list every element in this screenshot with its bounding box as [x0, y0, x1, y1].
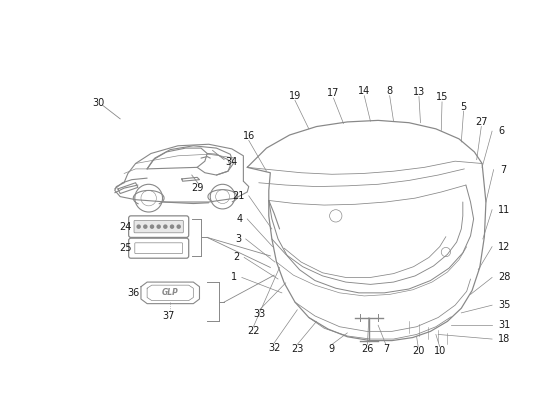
Text: 28: 28 — [498, 272, 510, 282]
Text: 31: 31 — [498, 320, 510, 330]
Text: 34: 34 — [226, 157, 238, 167]
Text: 35: 35 — [498, 300, 510, 310]
Text: 12: 12 — [498, 242, 510, 252]
Text: 21: 21 — [232, 191, 244, 201]
Circle shape — [170, 225, 174, 228]
Text: 24: 24 — [119, 222, 132, 232]
Text: 10: 10 — [433, 346, 446, 356]
Text: 11: 11 — [498, 205, 510, 215]
Circle shape — [177, 225, 180, 228]
FancyBboxPatch shape — [135, 243, 183, 254]
Text: 15: 15 — [436, 92, 448, 102]
Text: 14: 14 — [358, 86, 370, 96]
Circle shape — [164, 225, 167, 228]
Text: 2: 2 — [233, 252, 240, 262]
Text: 22: 22 — [247, 326, 260, 336]
Circle shape — [157, 225, 160, 228]
Text: 4: 4 — [236, 214, 243, 224]
FancyBboxPatch shape — [129, 238, 189, 258]
Text: 19: 19 — [289, 91, 301, 101]
FancyBboxPatch shape — [129, 216, 189, 238]
Text: GLP: GLP — [162, 288, 179, 297]
Text: 36: 36 — [127, 288, 139, 298]
Text: 16: 16 — [243, 131, 255, 141]
Text: 8: 8 — [387, 86, 393, 96]
Text: 30: 30 — [92, 98, 104, 108]
Text: 25: 25 — [119, 243, 132, 253]
Text: 17: 17 — [327, 88, 340, 98]
Text: 20: 20 — [412, 346, 425, 356]
Text: 7: 7 — [500, 165, 506, 175]
FancyBboxPatch shape — [134, 220, 183, 233]
Circle shape — [151, 225, 153, 228]
Circle shape — [137, 225, 140, 228]
Text: 32: 32 — [268, 342, 280, 352]
Text: 5: 5 — [460, 102, 467, 112]
Text: 13: 13 — [413, 87, 425, 97]
Text: 6: 6 — [498, 126, 504, 136]
Text: 1: 1 — [231, 272, 237, 282]
Text: 7: 7 — [383, 344, 389, 354]
Text: 37: 37 — [162, 311, 175, 321]
Text: 26: 26 — [361, 344, 373, 354]
Text: 27: 27 — [475, 117, 487, 127]
Text: 18: 18 — [498, 334, 510, 344]
Text: 3: 3 — [235, 234, 241, 244]
Text: 33: 33 — [254, 310, 266, 320]
Text: 9: 9 — [329, 344, 335, 354]
Text: 23: 23 — [291, 344, 304, 354]
Circle shape — [144, 225, 147, 228]
Text: 29: 29 — [191, 183, 204, 193]
